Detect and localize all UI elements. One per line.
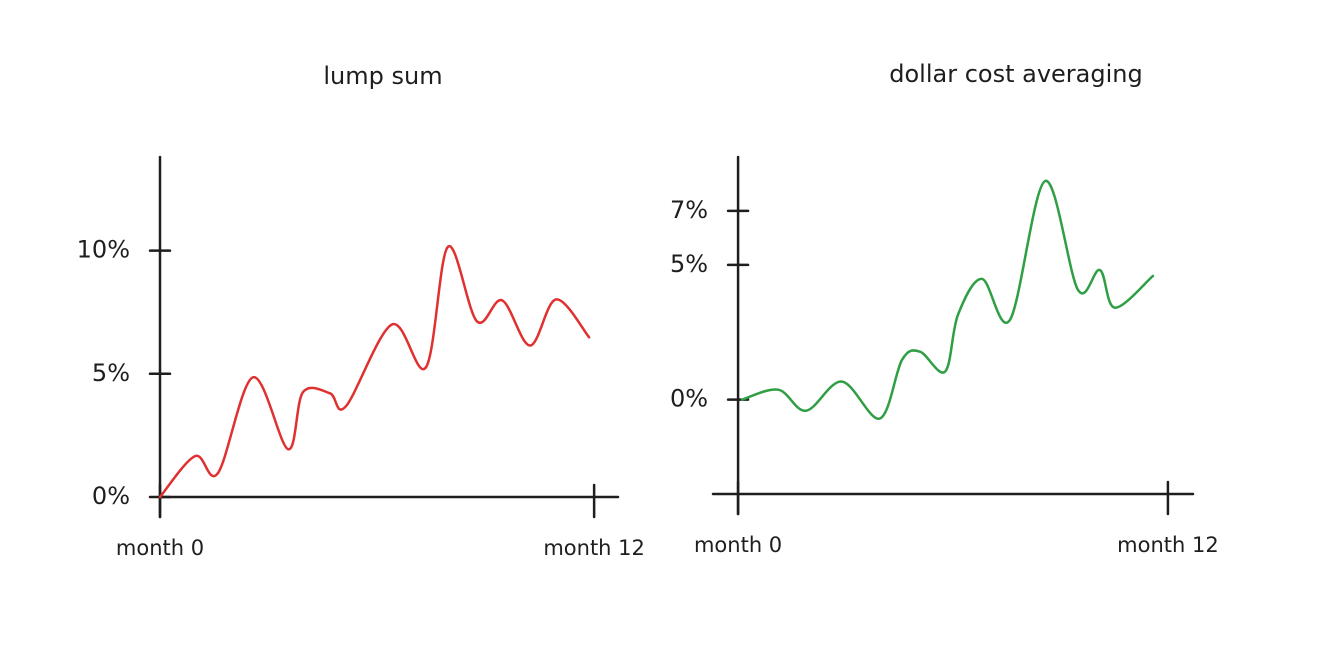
x-tick-label: month 12 bbox=[1117, 533, 1219, 557]
y-tick-label: 0% bbox=[92, 482, 130, 510]
x-tick-label: month 0 bbox=[116, 536, 204, 560]
y-tick-label: 5% bbox=[92, 359, 130, 387]
line-series bbox=[740, 179, 1155, 420]
chart-title: dollar cost averaging bbox=[889, 60, 1142, 88]
chart-title: lump sum bbox=[323, 62, 442, 90]
y-tick-label: 5% bbox=[670, 250, 708, 278]
y-tick-label: 10% bbox=[77, 236, 130, 264]
y-tick-label: 7% bbox=[670, 196, 708, 224]
x-tick-label: month 12 bbox=[543, 536, 645, 560]
x-tick-label: month 0 bbox=[694, 533, 782, 557]
y-tick-label: 0% bbox=[670, 385, 708, 413]
line-series bbox=[158, 245, 591, 499]
